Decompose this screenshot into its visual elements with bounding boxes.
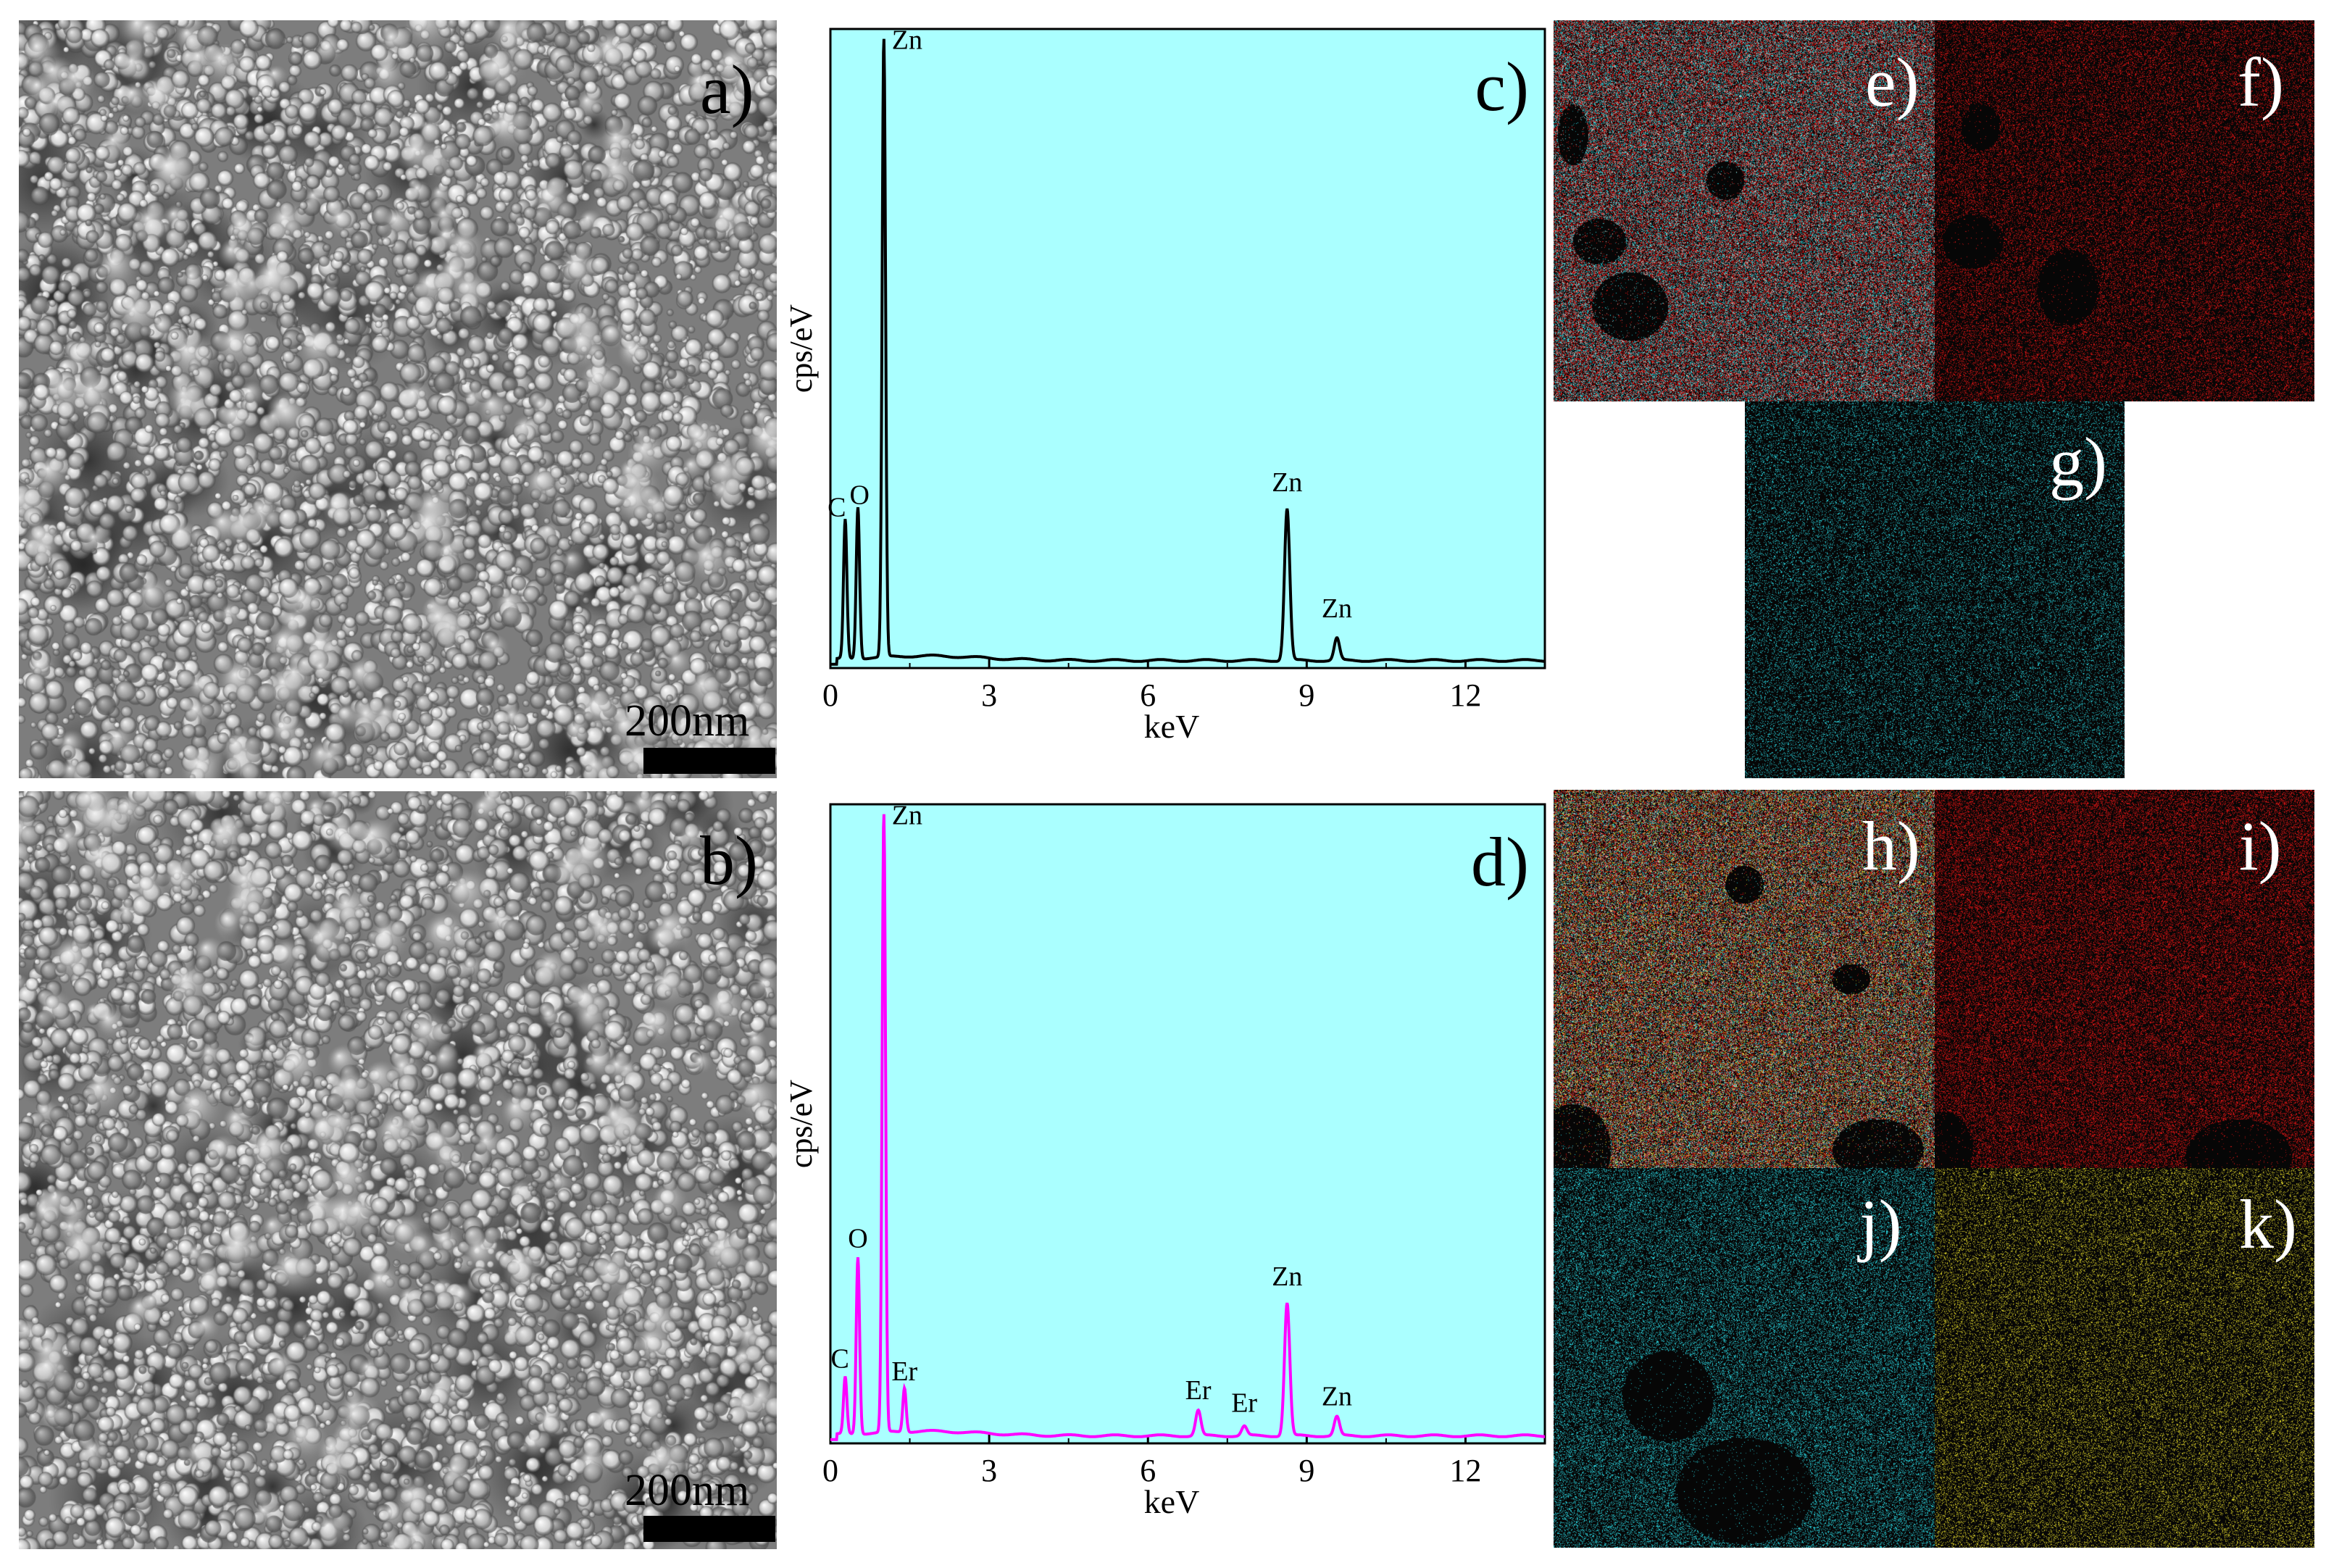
scale-label-a: 200nm (625, 696, 750, 746)
panel-label-j: j) (1859, 1185, 1902, 1263)
panel-label-f: f) (2238, 43, 2284, 121)
x-tick-label: 3 (981, 677, 997, 713)
peak-label: Er (1231, 1388, 1257, 1418)
map-texture-i (1935, 790, 2314, 1168)
peak-label: C (828, 493, 846, 523)
panel-label-b: b) (700, 822, 758, 899)
eds-map-g: g) (1745, 401, 2125, 778)
map-texture-k (1935, 1168, 2314, 1548)
plot-area (829, 28, 1546, 670)
plot-area (829, 803, 1546, 1445)
x-tick-label: 9 (1299, 677, 1314, 713)
peak-label: Zn (1272, 1262, 1302, 1292)
map-texture-f (1935, 20, 2314, 401)
x-tick-label: 12 (1449, 1453, 1481, 1488)
eds-spectrum-d: 0 3 6 9 12 keV cps/eV C O Zn Er Er Er Zn Zn d) (783, 800, 1546, 1520)
sem-image-b: b) 200nm (19, 791, 777, 1549)
scale-label-b: 200nm (625, 1466, 750, 1515)
peak-label: Zn (892, 25, 922, 55)
peak-label: Er (891, 1356, 917, 1387)
eds-map-h: h) (1554, 790, 1935, 1168)
eds-map-e: e) (1554, 20, 1935, 401)
map-texture-e (1554, 20, 1935, 401)
x-axis-label: keV (1144, 708, 1200, 745)
map-texture-j (1554, 1168, 1935, 1548)
y-axis-label: cps/eV (783, 1080, 819, 1168)
sem-image-a: a) 200nm (19, 20, 777, 778)
panel-label-e: e) (1865, 43, 1919, 121)
scale-bar-a (643, 748, 775, 774)
x-tick-label: 9 (1299, 1453, 1314, 1488)
peak-label: C (830, 1343, 849, 1374)
panel-label-d: d) (1471, 823, 1529, 901)
peak-label: Er (1185, 1375, 1212, 1406)
eds-map-j: j) (1554, 1168, 1935, 1548)
peak-label: Zn (892, 800, 922, 830)
peak-label: Zn (1272, 467, 1302, 498)
panel-label-a: a) (700, 51, 754, 128)
panel-label-i: i) (2239, 807, 2282, 885)
peak-label: O (849, 480, 869, 510)
peak-label: O (848, 1224, 867, 1254)
y-axis-label: cps/eV (783, 304, 819, 393)
spectrum-line (830, 814, 1545, 1441)
x-tick-label: 12 (1449, 677, 1481, 713)
x-tick-label: 3 (981, 1453, 997, 1488)
sem-texture-a (19, 20, 777, 778)
x-axis-label: keV (1144, 1483, 1200, 1520)
map-texture-h (1554, 790, 1935, 1168)
panel-label-k: k) (2239, 1185, 2297, 1263)
scale-bar-b (643, 1516, 775, 1542)
eds-spectrum-c: 0 3 6 9 12 keV cps/eV C O Zn Zn Zn c) (783, 25, 1546, 745)
eds-map-k: k) (1935, 1168, 2314, 1548)
x-tick-label: 6 (1140, 1453, 1156, 1488)
panel-label-g: g) (2049, 423, 2107, 501)
panel-label-h: h) (1862, 807, 1920, 885)
peak-label: Zn (1322, 1382, 1352, 1412)
panel-label-c: c) (1475, 48, 1529, 125)
sem-texture-b (19, 791, 777, 1549)
x-tick-label: 0 (822, 1453, 838, 1488)
peak-label: Zn (1322, 593, 1352, 624)
x-tick-label: 6 (1140, 677, 1156, 713)
spectrum-line (830, 38, 1545, 666)
eds-map-i: i) (1935, 790, 2314, 1168)
eds-map-f: f) (1935, 20, 2314, 401)
x-tick-label: 0 (822, 677, 838, 713)
map-texture-g (1745, 401, 2125, 778)
